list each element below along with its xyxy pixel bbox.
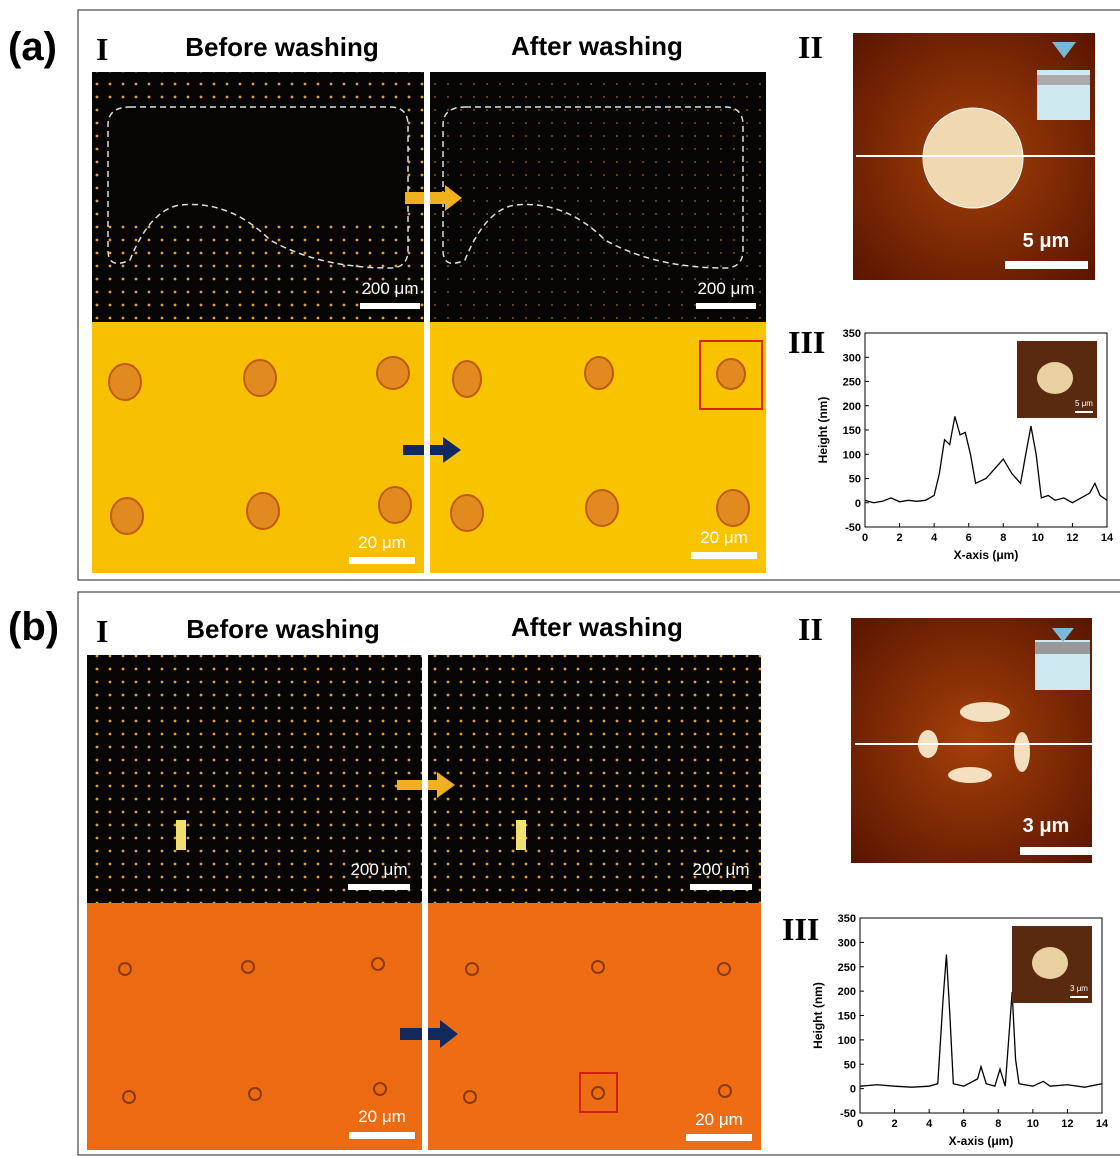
- y-tick-label: 100: [843, 449, 861, 461]
- y-tick-label: 100: [838, 1035, 856, 1047]
- x-tick-label: 14: [1101, 532, 1114, 544]
- x-axis-label: X-axis (μm): [954, 548, 1019, 562]
- x-tick-label: 4: [926, 1118, 933, 1130]
- y-tick-label: 250: [843, 377, 861, 389]
- x-tick-label: 0: [862, 532, 868, 544]
- scale-bar: [1005, 261, 1088, 269]
- figure: (a) I Before washing After washing II II…: [0, 0, 1120, 1156]
- part-label: II: [798, 611, 823, 647]
- x-tick-label: 4: [931, 532, 938, 544]
- x-tick-label: 0: [857, 1118, 863, 1130]
- scale-label: 20 μm: [700, 528, 748, 547]
- y-axis-label: Height (nm): [811, 982, 825, 1049]
- y-tick-label: 300: [838, 937, 856, 949]
- y-tick-label: -50: [845, 522, 861, 534]
- part-label: I: [96, 613, 108, 649]
- y-tick-label: 300: [843, 352, 861, 364]
- part-label: I: [96, 31, 108, 67]
- debris: [176, 820, 186, 850]
- panel-label: (a): [8, 25, 57, 69]
- scale-label: 5 μm: [1023, 230, 1070, 252]
- x-tick-label: 12: [1066, 532, 1078, 544]
- scale-bar: [696, 303, 756, 309]
- inset-scale-bar: [1075, 411, 1093, 413]
- x-tick-label: 6: [966, 532, 972, 544]
- scale-bar: [1020, 847, 1095, 855]
- scale-label: 20 μm: [358, 533, 406, 552]
- scale-label: 20 μm: [358, 1107, 406, 1126]
- scale-label: 20 μm: [695, 1110, 743, 1129]
- part-label: III: [788, 324, 825, 360]
- inset-scale-bar: [1070, 996, 1088, 998]
- header: After washing: [511, 31, 683, 61]
- x-tick-label: 14: [1096, 1118, 1109, 1130]
- y-tick-label: 150: [843, 425, 861, 437]
- y-tick-label: 0: [855, 498, 861, 510]
- scale-label: 200 μm: [697, 279, 754, 298]
- inset-feature: [1037, 362, 1073, 394]
- scale-label: 200 μm: [350, 860, 407, 879]
- y-axis-label: Height (nm): [816, 397, 830, 464]
- y-tick-label: 350: [843, 328, 861, 340]
- y-tick-label: 200: [843, 401, 861, 413]
- scale-bar: [690, 884, 752, 890]
- scale-label: 3 μm: [1023, 815, 1070, 837]
- header: Before washing: [185, 32, 379, 62]
- x-axis-label: X-axis (μm): [949, 1134, 1014, 1148]
- x-tick-label: 10: [1027, 1118, 1039, 1130]
- header: After washing: [511, 612, 683, 642]
- scale-bar: [348, 884, 410, 890]
- y-tick-label: 150: [838, 1011, 856, 1023]
- y-tick-label: 50: [844, 1059, 856, 1071]
- page: (a) I Before washing After washing II II…: [0, 0, 1120, 1156]
- scale-bar: [686, 1134, 752, 1141]
- scale-bar: [349, 1132, 415, 1139]
- inset-feature: [1032, 947, 1068, 979]
- x-tick-label: 6: [961, 1118, 967, 1130]
- profile-line: [865, 416, 1107, 502]
- y-tick-label: 50: [849, 474, 861, 486]
- y-tick-label: 200: [838, 986, 856, 998]
- scale-bar: [360, 303, 420, 309]
- y-tick-label: 250: [838, 962, 856, 974]
- y-tick-label: 0: [850, 1084, 856, 1096]
- inset-scale-label: 3 μm: [1070, 984, 1088, 993]
- scale-label: 200 μm: [692, 860, 749, 879]
- x-tick-label: 2: [892, 1118, 898, 1130]
- x-tick-label: 12: [1061, 1118, 1073, 1130]
- divider: [424, 72, 430, 573]
- part-label: III: [782, 911, 819, 947]
- x-tick-label: 8: [1000, 532, 1006, 544]
- scale-label: 200 μm: [361, 279, 418, 298]
- schematic: [1035, 642, 1090, 654]
- divider: [422, 655, 428, 1150]
- y-tick-label: -50: [840, 1108, 856, 1120]
- scale-bar: [691, 552, 757, 559]
- afm-feature: [923, 108, 1023, 208]
- header: Before washing: [186, 614, 380, 644]
- inset-scale-label: 5 μm: [1075, 399, 1093, 408]
- x-tick-label: 2: [897, 532, 903, 544]
- micrograph-area: [106, 100, 406, 220]
- part-label: II: [798, 29, 823, 65]
- y-tick-label: 350: [838, 913, 856, 925]
- panel-label: (b): [8, 605, 59, 649]
- schematic: [1037, 75, 1090, 85]
- x-tick-label: 10: [1032, 532, 1044, 544]
- scale-bar: [349, 557, 415, 564]
- x-tick-label: 8: [995, 1118, 1001, 1130]
- debris: [516, 820, 526, 850]
